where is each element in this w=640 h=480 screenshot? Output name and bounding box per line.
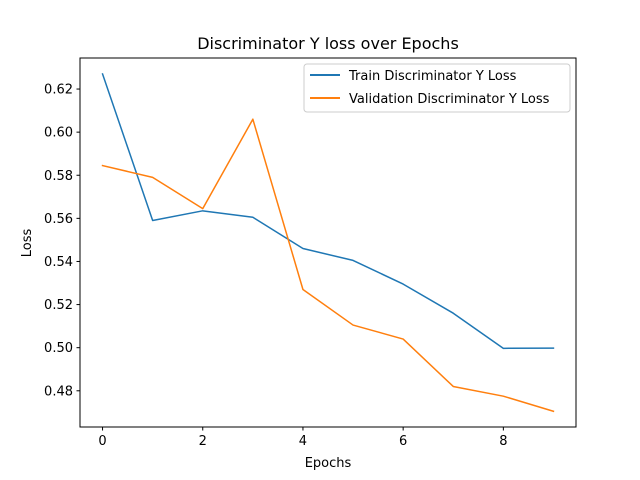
y-tick-label: 0.56: [44, 212, 73, 227]
y-axis-label: Loss: [20, 229, 35, 258]
series-line-1: [101, 118, 555, 413]
chart-title: Discriminator Y loss over Epochs: [197, 34, 459, 53]
y-tick-label: 0.48: [44, 384, 73, 399]
x-axis-ticks: 0 2 4 6 8: [98, 427, 507, 449]
x-tick-label: 4: [299, 434, 307, 449]
legend-box: [303, 63, 571, 113]
plot-area: [80, 58, 576, 427]
series-layer: [101, 72, 555, 413]
x-tick-label: 2: [199, 434, 207, 449]
legend: Train Discriminator Y Loss Validation Di…: [303, 63, 571, 113]
x-tick-label: 0: [98, 434, 106, 449]
y-axis-ticks: 0.48 0.50 0.52 0.54 0.56 0.58 0.60 0.62: [44, 83, 80, 399]
y-tick-label: 0.62: [44, 83, 73, 98]
y-tick-label: 0.60: [44, 126, 73, 141]
series-line-0: [101, 72, 555, 350]
y-tick-label: 0.50: [44, 341, 73, 356]
plot-frame: [79, 57, 577, 428]
y-tick-label: 0.58: [44, 169, 73, 184]
x-axis-label: Epochs: [305, 456, 352, 471]
legend-label-train: Train Discriminator Y Loss: [348, 69, 517, 84]
y-tick-label: 0.54: [44, 255, 73, 270]
x-tick-label: 8: [499, 434, 507, 449]
legend-label-validation: Validation Discriminator Y Loss: [349, 92, 550, 107]
y-tick-label: 0.52: [44, 298, 73, 313]
x-tick-label: 6: [399, 434, 407, 449]
